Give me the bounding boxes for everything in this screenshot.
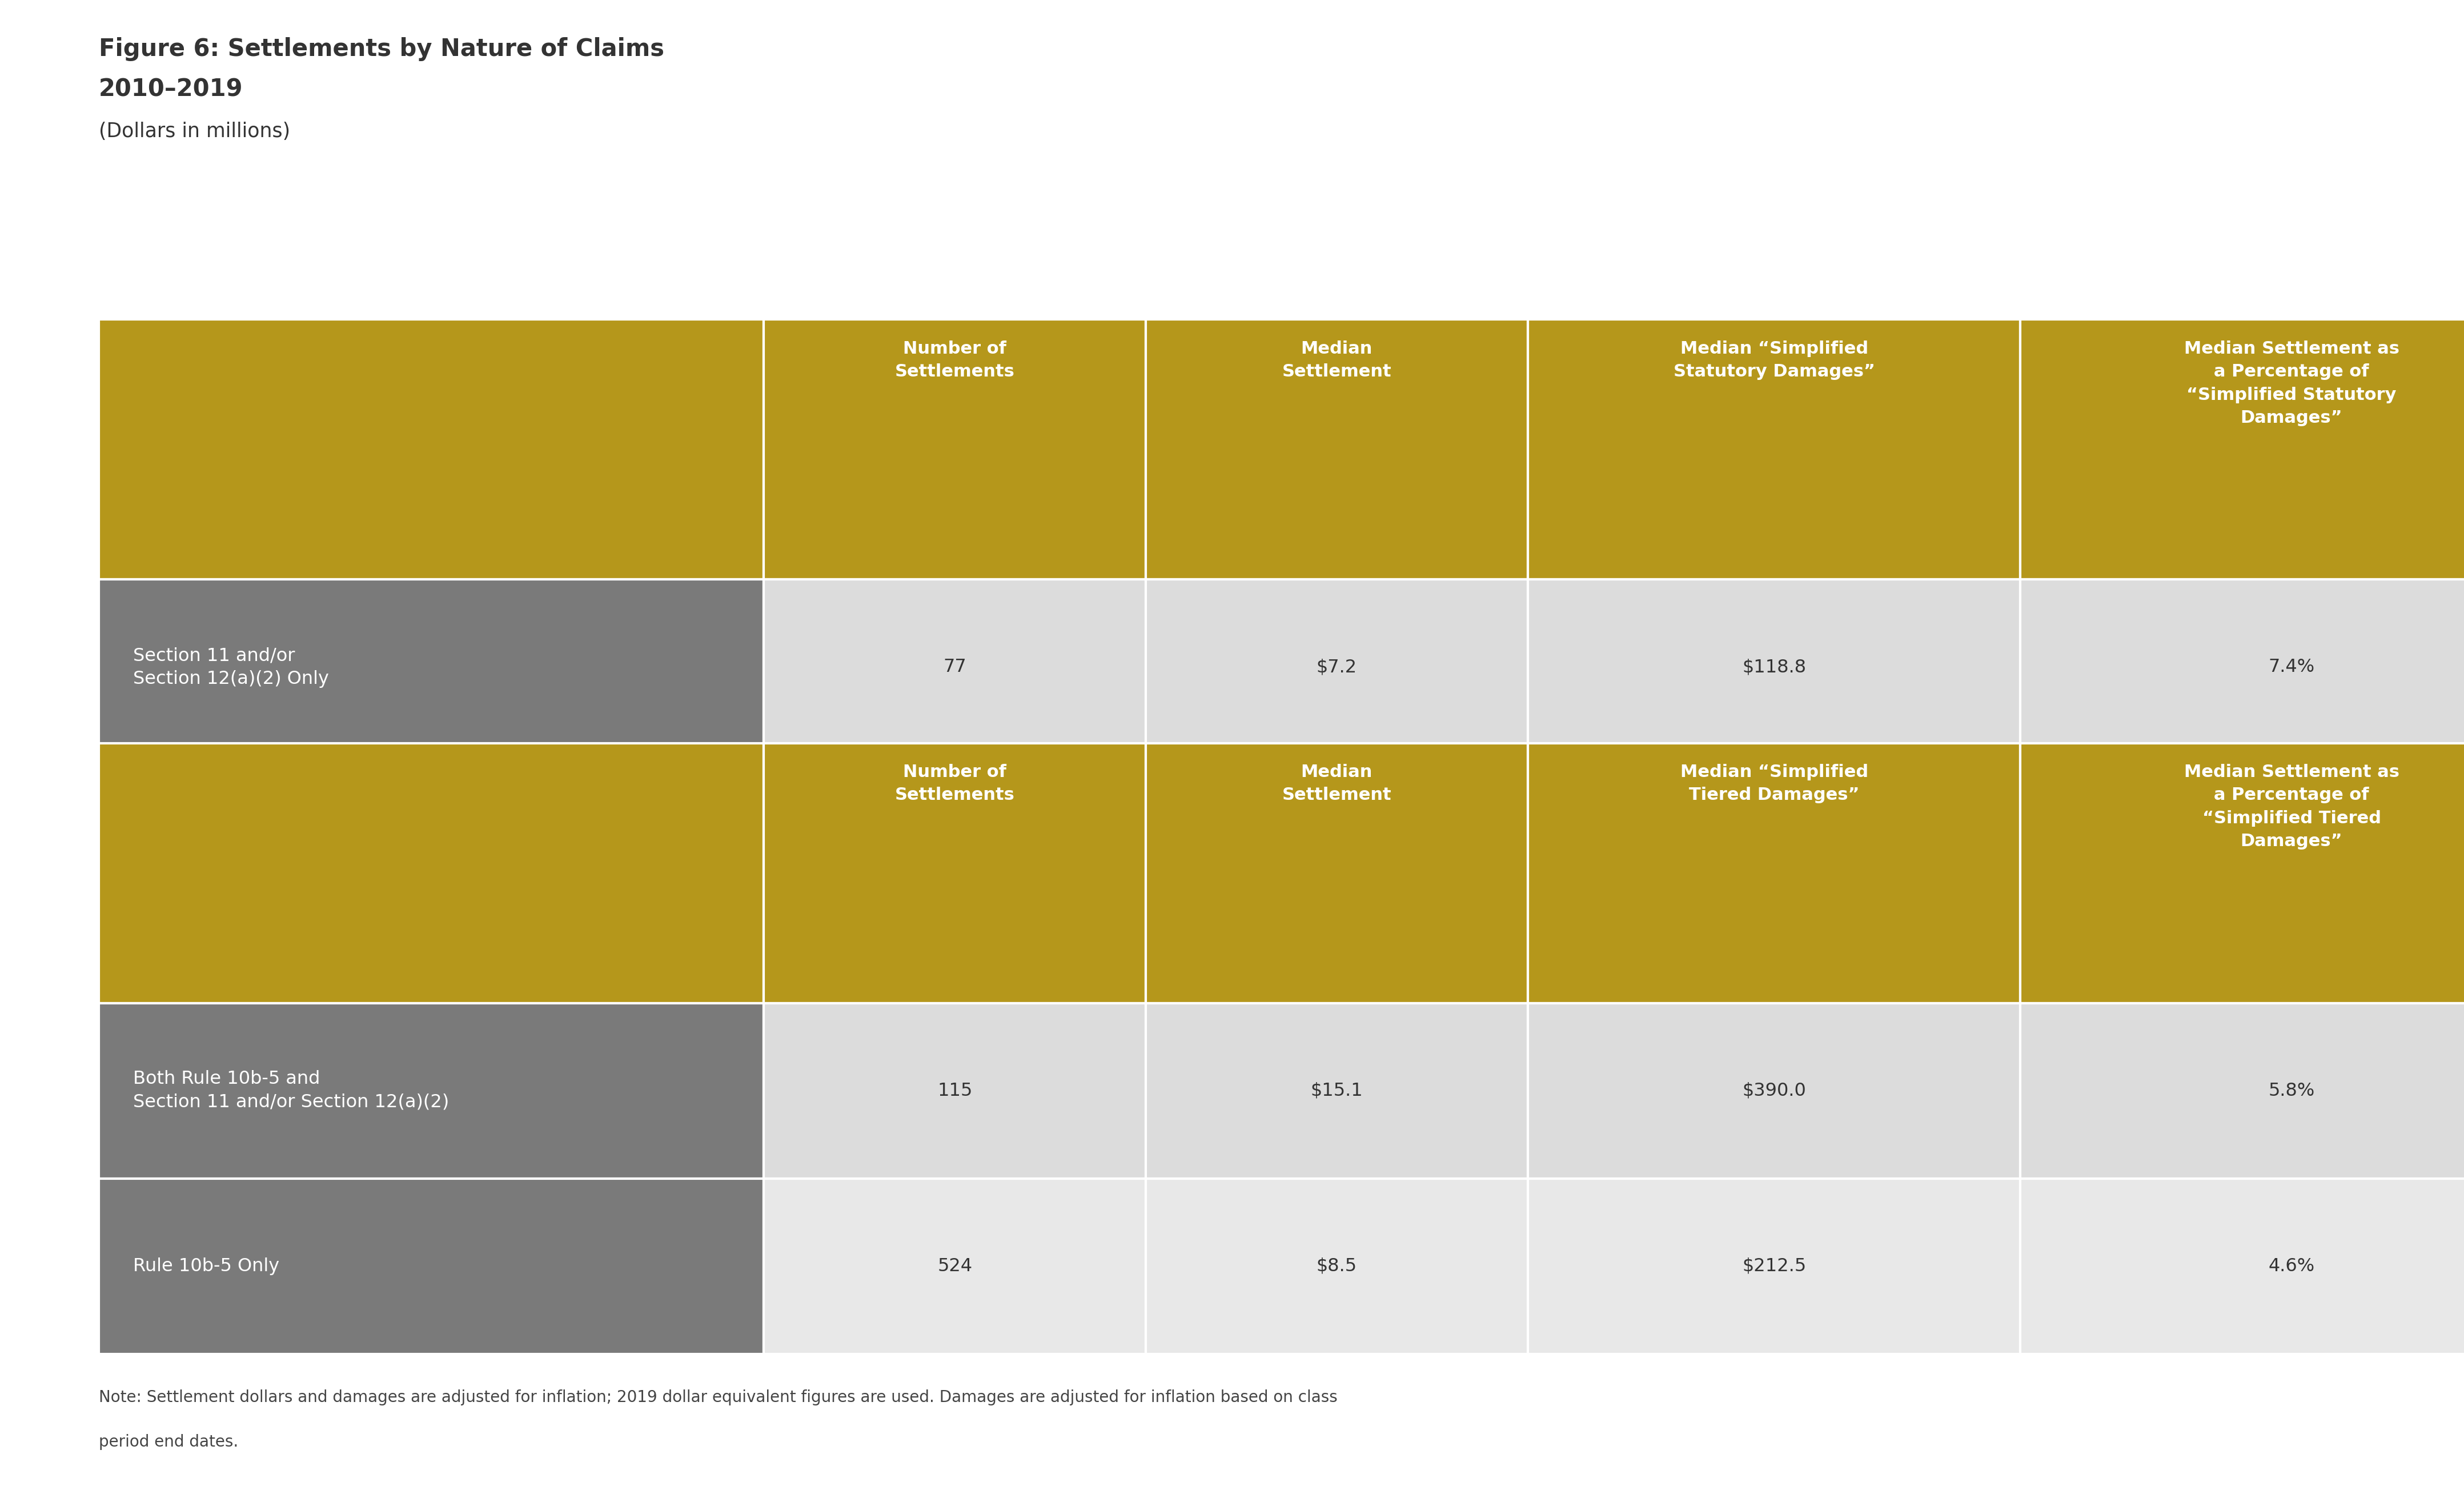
- Text: Number of
Settlements: Number of Settlements: [894, 340, 1015, 380]
- Text: 7.4%: 7.4%: [2269, 658, 2314, 676]
- Text: $212.5: $212.5: [1742, 1257, 1806, 1275]
- Text: $8.5: $8.5: [1316, 1257, 1358, 1275]
- Text: 77: 77: [944, 658, 966, 676]
- Text: 5.8%: 5.8%: [2269, 1082, 2314, 1100]
- FancyBboxPatch shape: [1146, 319, 1528, 580]
- FancyBboxPatch shape: [764, 743, 1146, 1003]
- FancyBboxPatch shape: [1528, 1178, 2020, 1354]
- FancyBboxPatch shape: [1528, 319, 2020, 580]
- Text: $118.8: $118.8: [1742, 658, 1806, 676]
- FancyBboxPatch shape: [1528, 580, 2020, 755]
- FancyBboxPatch shape: [99, 1003, 764, 1178]
- Text: 115: 115: [936, 1082, 973, 1100]
- Text: 524: 524: [936, 1257, 973, 1275]
- Text: Both Rule 10b-5 and
Section 11 and/or Section 12(a)(2): Both Rule 10b-5 and Section 11 and/or Se…: [133, 1070, 448, 1112]
- FancyBboxPatch shape: [2020, 1178, 2464, 1354]
- FancyBboxPatch shape: [99, 1178, 764, 1354]
- FancyBboxPatch shape: [99, 743, 764, 1003]
- Text: $15.1: $15.1: [1311, 1082, 1363, 1100]
- Text: $7.2: $7.2: [1316, 658, 1358, 676]
- FancyBboxPatch shape: [1146, 1178, 1528, 1354]
- Text: Median
Settlement: Median Settlement: [1281, 764, 1392, 804]
- FancyBboxPatch shape: [1146, 743, 1528, 1003]
- Text: Number of
Settlements: Number of Settlements: [894, 764, 1015, 804]
- FancyBboxPatch shape: [764, 1003, 1146, 1178]
- Text: Median
Settlement: Median Settlement: [1281, 340, 1392, 380]
- Text: $390.0: $390.0: [1742, 1082, 1806, 1100]
- Text: period end dates.: period end dates.: [99, 1434, 239, 1450]
- FancyBboxPatch shape: [764, 319, 1146, 580]
- Text: (Dollars in millions): (Dollars in millions): [99, 122, 291, 141]
- Text: Median Settlement as
a Percentage of
“Simplified Statutory
Damages”: Median Settlement as a Percentage of “Si…: [2183, 340, 2400, 426]
- FancyBboxPatch shape: [1528, 1003, 2020, 1178]
- FancyBboxPatch shape: [99, 580, 764, 755]
- FancyBboxPatch shape: [1146, 580, 1528, 755]
- Text: Note: Settlement dollars and damages are adjusted for inflation; 2019 dollar equ: Note: Settlement dollars and damages are…: [99, 1389, 1338, 1406]
- FancyBboxPatch shape: [764, 580, 1146, 755]
- Text: 2010–2019: 2010–2019: [99, 77, 244, 101]
- Text: Median Settlement as
a Percentage of
“Simplified Tiered
Damages”: Median Settlement as a Percentage of “Si…: [2183, 764, 2400, 850]
- Text: Figure 6: Settlements by Nature of Claims: Figure 6: Settlements by Nature of Claim…: [99, 37, 663, 61]
- Text: Median “Simplified
Statutory Damages”: Median “Simplified Statutory Damages”: [1673, 340, 1875, 380]
- FancyBboxPatch shape: [99, 319, 764, 580]
- FancyBboxPatch shape: [1146, 1003, 1528, 1178]
- Text: 4.6%: 4.6%: [2269, 1257, 2314, 1275]
- FancyBboxPatch shape: [2020, 319, 2464, 580]
- FancyBboxPatch shape: [2020, 580, 2464, 755]
- Text: Section 11 and/or
Section 12(a)(2) Only: Section 11 and/or Section 12(a)(2) Only: [133, 646, 330, 688]
- FancyBboxPatch shape: [1528, 743, 2020, 1003]
- FancyBboxPatch shape: [764, 1178, 1146, 1354]
- Text: Rule 10b-5 Only: Rule 10b-5 Only: [133, 1257, 278, 1275]
- FancyBboxPatch shape: [2020, 1003, 2464, 1178]
- FancyBboxPatch shape: [2020, 743, 2464, 1003]
- Text: Median “Simplified
Tiered Damages”: Median “Simplified Tiered Damages”: [1680, 764, 1868, 804]
